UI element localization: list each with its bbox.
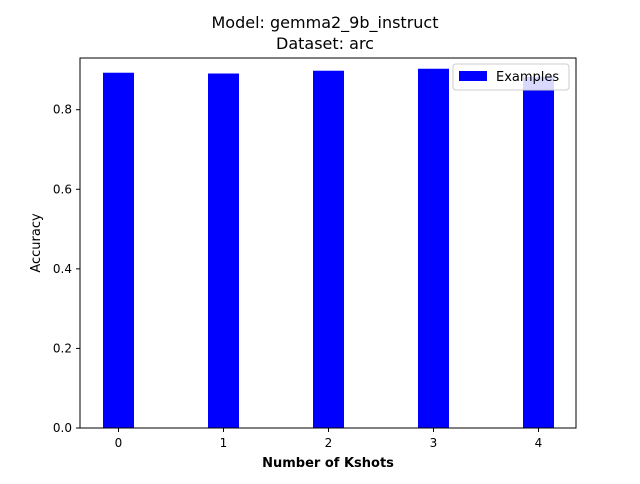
bars-group	[103, 68, 554, 429]
chart-subtitle: Dataset: arc	[276, 34, 374, 53]
y-tick-label: 0.8	[53, 103, 72, 117]
y-tick-label: 0.2	[53, 341, 72, 355]
plot-frame	[79, 57, 577, 429]
x-tick-label: 1	[220, 436, 228, 450]
bar-kshot-1	[208, 73, 239, 429]
x-tick-label: 2	[325, 436, 333, 450]
x-tick-label: 3	[430, 436, 438, 450]
x-axis: 0 1 2 3 4	[115, 428, 543, 450]
y-axis: 0.0 0.2 0.4 0.6 0.8	[53, 103, 80, 435]
legend-box	[452, 63, 570, 91]
y-tick-label: 0.4	[53, 262, 72, 276]
y-tick-label: 0.6	[53, 182, 72, 196]
legend: Examples	[452, 63, 570, 91]
bar-kshot-4	[523, 76, 554, 429]
x-tick-label: 0	[115, 436, 123, 450]
bar-kshot-3	[418, 68, 449, 428]
bar-kshot-0	[103, 72, 134, 428]
x-tick-label: 4	[535, 436, 543, 450]
y-tick-label: 0.0	[53, 421, 72, 435]
legend-label: Examples	[496, 70, 559, 85]
chart-title: Model: gemma2_9b_instruct	[212, 13, 439, 33]
y-axis-label: Accuracy	[29, 213, 44, 273]
bar-kshot-2	[313, 70, 344, 428]
legend-swatch	[459, 71, 487, 81]
x-axis-label: Number of Kshots	[262, 456, 394, 471]
